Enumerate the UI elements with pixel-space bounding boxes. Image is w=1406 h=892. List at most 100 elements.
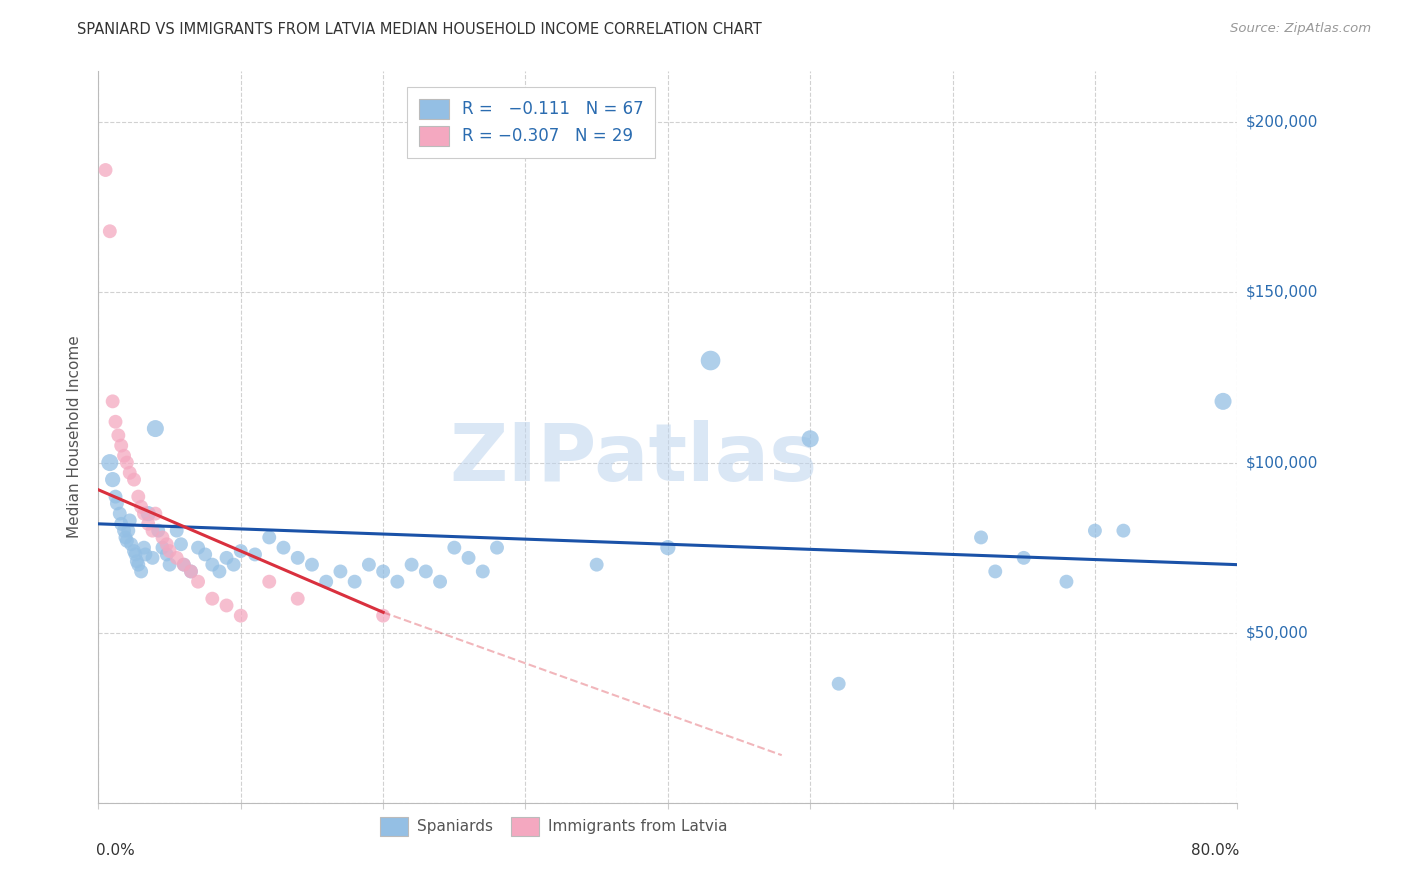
Point xyxy=(180,565,202,579)
Point xyxy=(132,541,155,555)
Point xyxy=(98,456,121,470)
Point xyxy=(699,353,721,368)
Point xyxy=(187,574,209,589)
Point xyxy=(215,599,238,613)
Point xyxy=(170,537,193,551)
Point xyxy=(1012,550,1035,565)
Point xyxy=(129,565,152,579)
Point xyxy=(152,531,174,545)
Point xyxy=(118,513,141,527)
Point xyxy=(134,548,156,562)
Text: SPANIARD VS IMMIGRANTS FROM LATVIA MEDIAN HOUSEHOLD INCOME CORRELATION CHART: SPANIARD VS IMMIGRANTS FROM LATVIA MEDIA… xyxy=(77,22,762,37)
Point xyxy=(127,558,149,572)
Point xyxy=(222,558,245,572)
Point xyxy=(94,163,117,178)
Point xyxy=(125,554,148,568)
Text: ZIPatlas: ZIPatlas xyxy=(450,420,818,498)
Point xyxy=(122,473,145,487)
Point xyxy=(229,608,252,623)
Text: 80.0%: 80.0% xyxy=(1191,843,1240,858)
Point xyxy=(141,550,163,565)
Point xyxy=(970,531,993,545)
Point xyxy=(114,531,136,545)
Point xyxy=(329,565,352,579)
Point xyxy=(145,507,167,521)
Point xyxy=(127,490,149,504)
Text: $50,000: $50,000 xyxy=(1246,625,1309,640)
Point xyxy=(429,574,451,589)
Point xyxy=(1112,524,1135,538)
Point xyxy=(401,558,423,572)
Point xyxy=(208,565,231,579)
Point xyxy=(457,550,479,565)
Point xyxy=(159,558,181,572)
Point xyxy=(101,394,124,409)
Point xyxy=(259,574,281,589)
Point xyxy=(152,541,174,555)
Point xyxy=(110,516,132,531)
Point xyxy=(984,565,1007,579)
Point xyxy=(166,524,188,538)
Point xyxy=(315,574,337,589)
Point xyxy=(120,537,142,551)
Text: Source: ZipAtlas.com: Source: ZipAtlas.com xyxy=(1230,22,1371,36)
Point xyxy=(1056,574,1078,589)
Point xyxy=(301,558,323,572)
Point xyxy=(1084,524,1107,538)
Point xyxy=(585,558,607,572)
Point xyxy=(173,558,195,572)
Point xyxy=(124,548,146,562)
Point xyxy=(373,608,395,623)
Point xyxy=(136,516,159,531)
Point xyxy=(132,507,155,521)
Point xyxy=(201,558,224,572)
Point xyxy=(104,415,127,429)
Y-axis label: Median Household Income: Median Household Income xyxy=(67,335,83,539)
Point xyxy=(828,677,851,691)
Point xyxy=(104,490,127,504)
Point xyxy=(148,524,170,538)
Point xyxy=(259,531,281,545)
Point xyxy=(118,466,141,480)
Point xyxy=(194,548,217,562)
Point xyxy=(166,550,188,565)
Text: $100,000: $100,000 xyxy=(1246,455,1317,470)
Point xyxy=(108,507,131,521)
Point xyxy=(117,524,139,538)
Point xyxy=(173,558,195,572)
Point xyxy=(98,224,121,238)
Point xyxy=(243,548,266,562)
Point xyxy=(156,548,179,562)
Point xyxy=(357,558,380,572)
Point xyxy=(187,541,209,555)
Point xyxy=(112,449,135,463)
Point xyxy=(141,524,163,538)
Point xyxy=(115,533,138,548)
Point xyxy=(110,439,132,453)
Point xyxy=(273,541,295,555)
Point xyxy=(471,565,494,579)
Point xyxy=(415,565,437,579)
Text: $150,000: $150,000 xyxy=(1246,285,1317,300)
Text: $200,000: $200,000 xyxy=(1246,115,1317,130)
Point xyxy=(229,544,252,558)
Point xyxy=(105,496,128,510)
Point xyxy=(387,574,409,589)
Point xyxy=(657,541,679,555)
Text: 0.0%: 0.0% xyxy=(96,843,135,858)
Legend: Spaniards, Immigrants from Latvia: Spaniards, Immigrants from Latvia xyxy=(370,806,738,847)
Point xyxy=(115,456,138,470)
Point xyxy=(373,565,395,579)
Point xyxy=(287,550,309,565)
Point xyxy=(101,473,124,487)
Point xyxy=(112,524,135,538)
Point xyxy=(122,544,145,558)
Point xyxy=(443,541,465,555)
Point xyxy=(156,537,179,551)
Point xyxy=(486,541,509,555)
Point xyxy=(145,421,167,435)
Point xyxy=(107,428,129,442)
Point xyxy=(287,591,309,606)
Point xyxy=(136,507,159,521)
Point xyxy=(180,565,202,579)
